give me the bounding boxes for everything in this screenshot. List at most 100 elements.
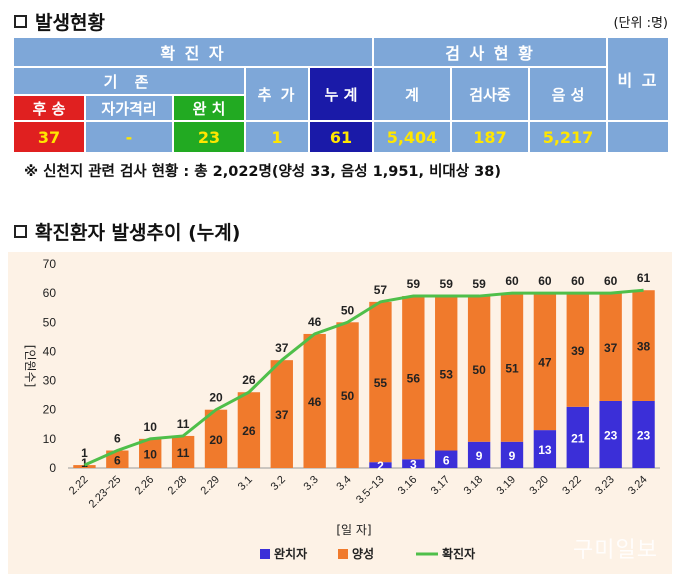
bar-positive-3 — [171, 435, 195, 468]
test-total-value: 5,404 — [372, 120, 452, 154]
bar-recovered-17 — [632, 400, 655, 468]
x-tick-label: 3.5~13 — [354, 474, 386, 506]
recovered-header: 완 치 — [172, 94, 246, 122]
data-label-total-6: 37 — [275, 341, 289, 355]
remarks-value — [606, 120, 670, 154]
bar-positive-0 — [73, 465, 96, 468]
x-tick-label: 3.17 — [429, 474, 453, 498]
bar-recovered-10 — [402, 459, 425, 468]
x-tick-label: 2.22 — [67, 474, 91, 498]
data-label-recovered-9: 2 — [377, 459, 384, 473]
y-tick-label: 30 — [43, 374, 57, 388]
data-label-total-16: 60 — [604, 274, 618, 288]
bar-recovered-11 — [435, 450, 458, 468]
data-label-positive-9: 55 — [374, 376, 388, 390]
bar-positive-2 — [139, 438, 162, 468]
data-label-recovered-16: 23 — [604, 428, 618, 442]
bar-positive-8 — [336, 322, 359, 468]
status-table: 확 진 자 검 사 현 황 비 고 기 존 추 가 누 계 계 검사중 음 성 … — [12, 36, 670, 154]
bar-positive-10 — [402, 296, 425, 460]
data-label-total-12: 59 — [472, 277, 486, 291]
data-label-positive-17: 38 — [637, 340, 651, 354]
data-label-positive-3: 11 — [177, 446, 190, 460]
cumulative-header: 누 계 — [308, 66, 374, 122]
data-label-positive-13: 51 — [505, 361, 519, 375]
x-tick-label: 3.4 — [334, 474, 353, 493]
data-label-positive-1: 6 — [114, 453, 121, 467]
x-tick-label: 3.3 — [301, 474, 320, 493]
data-label-total-14: 60 — [538, 274, 552, 288]
bar-recovered-12 — [467, 441, 491, 468]
y-tick-label: 60 — [43, 286, 57, 300]
x-tick-label: 2.26 — [133, 474, 157, 498]
x-tick-label: 3.22 — [560, 474, 584, 498]
legend-label-1: 양성 — [352, 546, 374, 561]
bar-positive-16 — [599, 293, 622, 401]
legend-swatch-1 — [338, 549, 348, 559]
remarks-header: 비 고 — [606, 36, 670, 122]
data-label-total-7: 46 — [308, 315, 322, 329]
data-label-positive-5: 26 — [242, 424, 256, 438]
data-label-recovered-13: 9 — [509, 449, 516, 463]
data-label-total-2: 10 — [144, 420, 158, 434]
legend-label-line: 확진자 — [442, 546, 475, 561]
x-tick-label: 2.23~25 — [87, 474, 124, 511]
y-tick-label: 20 — [43, 403, 57, 417]
data-label-total-0: 1 — [81, 446, 88, 460]
chart-panel: 0 10 20 30 40 50 60 70 [인원수] 1 2.22 6 2.23~25 10 2.26 1… — [8, 252, 672, 574]
y-tick-label: 0 — [49, 461, 56, 475]
data-label-recovered-12: 9 — [476, 449, 483, 463]
bar-recovered-15 — [566, 406, 589, 468]
bar-positive-6 — [270, 360, 293, 468]
test-header: 검 사 현 황 — [372, 36, 608, 68]
data-label-positive-4: 20 — [209, 433, 223, 447]
x-tick-label: 3.1 — [236, 474, 255, 493]
section-title-trend: 확진환자 발생추이 (누계) — [14, 218, 240, 245]
testing-value: 187 — [450, 120, 530, 154]
x-axis-label: [일 자] — [336, 523, 371, 537]
x-tick-label: 3.18 — [462, 474, 486, 498]
data-label-total-9: 57 — [374, 283, 388, 297]
data-label-positive-7: 46 — [308, 395, 322, 409]
data-label-total-11: 59 — [440, 277, 454, 291]
x-tick-label: 3.19 — [494, 474, 518, 498]
data-label-positive-14: 47 — [538, 356, 552, 370]
data-label-positive-16: 37 — [604, 341, 618, 355]
bar-positive-1 — [106, 450, 129, 468]
bar-positive-11 — [435, 296, 458, 451]
data-label-total-4: 20 — [209, 391, 223, 405]
data-label-total-1: 6 — [114, 432, 121, 446]
added-value: 1 — [244, 120, 310, 154]
section-title-status: 발생현황 — [14, 8, 105, 35]
y-tick-label: 10 — [43, 432, 57, 446]
checkbox-square-icon — [14, 15, 27, 28]
bar-positive-12 — [467, 296, 491, 442]
negative-header: 음 성 — [528, 66, 608, 122]
trend-chart: 0 10 20 30 40 50 60 70 [인원수] 1 2.22 6 2.23~25 10 2.26 1… — [23, 257, 660, 561]
data-label-positive-8: 50 — [341, 389, 355, 403]
y-tick-label: 50 — [43, 315, 57, 329]
checkbox-square-icon — [14, 225, 27, 238]
bar-positive-15 — [566, 293, 589, 407]
data-label-recovered-11: 6 — [443, 453, 450, 467]
data-label-recovered-15: 21 — [571, 431, 585, 445]
negative-value: 5,217 — [528, 120, 608, 154]
bar-positive-14 — [533, 293, 557, 431]
bar-positive-4 — [204, 409, 228, 468]
transferred-value: 37 — [12, 120, 86, 154]
x-tick-label: 2.28 — [166, 474, 190, 498]
data-label-total-13: 60 — [505, 274, 519, 288]
data-label-total-15: 60 — [571, 274, 585, 288]
data-label-positive-12: 50 — [472, 363, 486, 377]
bar-positive-13 — [500, 293, 524, 442]
y-tick-label: 70 — [43, 257, 57, 271]
data-label-positive-0: 1 — [81, 456, 88, 470]
legend-label-0: 완치자 — [274, 546, 307, 561]
data-label-positive-10: 56 — [407, 372, 421, 386]
data-label-total-5: 26 — [242, 373, 256, 387]
data-label-recovered-14: 13 — [538, 443, 552, 457]
y-axis-label: [인원수] — [23, 345, 37, 387]
line-confirmed-total — [83, 288, 644, 467]
bar-positive-17 — [632, 290, 655, 401]
data-label-positive-6: 37 — [275, 408, 289, 422]
